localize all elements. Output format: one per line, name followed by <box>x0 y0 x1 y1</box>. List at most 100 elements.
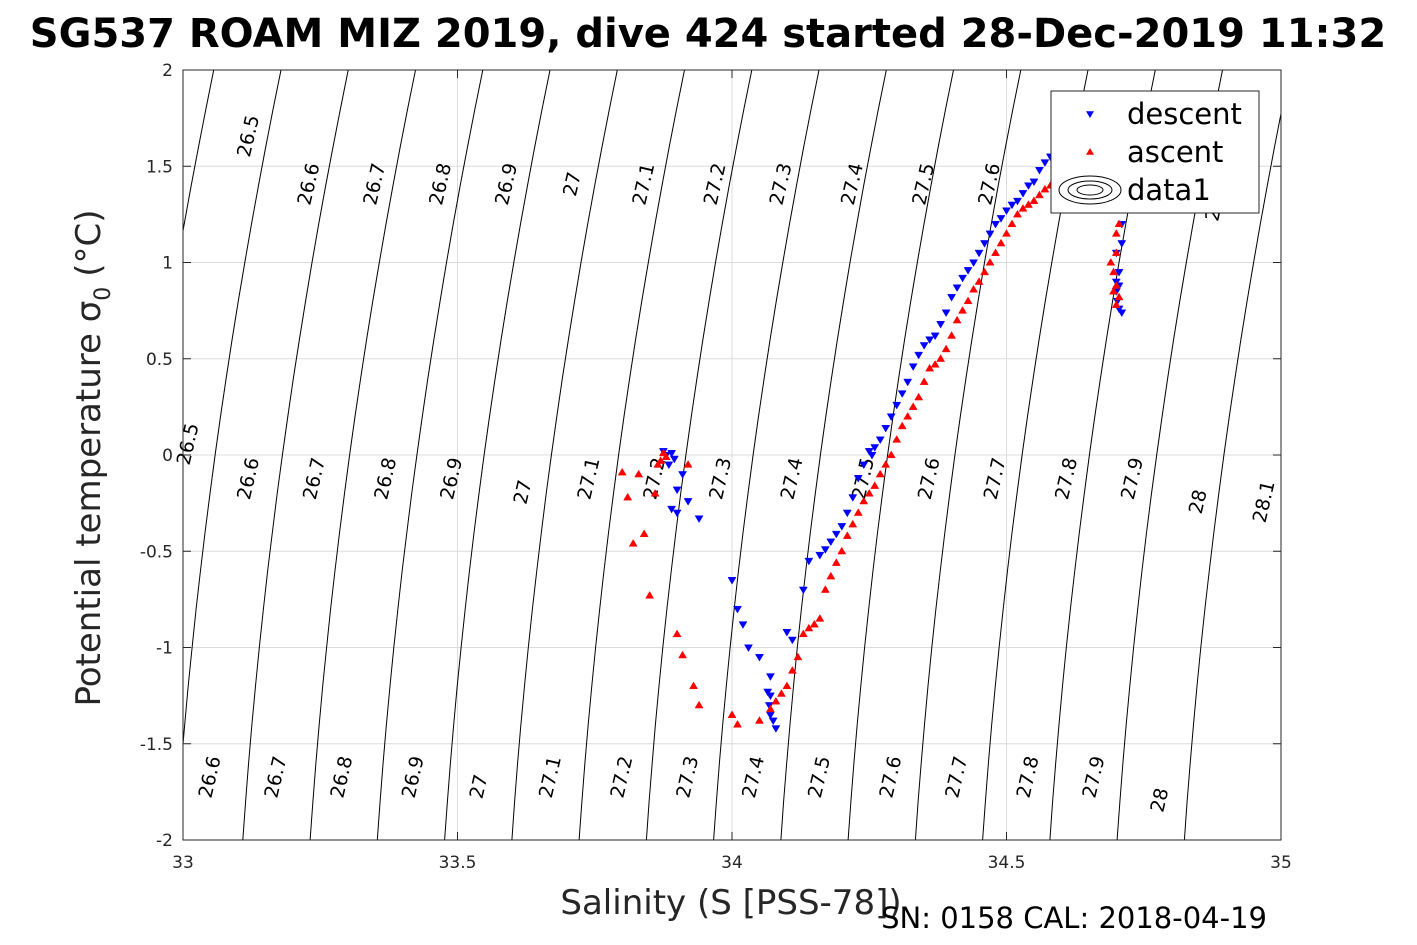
ascent-point <box>930 360 940 368</box>
y-tick-label: 0.5 <box>146 350 173 370</box>
ascent-point <box>1111 300 1121 308</box>
ascent-point <box>639 529 649 537</box>
ascent-point <box>1106 258 1116 266</box>
ascent-point <box>765 704 775 713</box>
descent-point <box>804 557 814 566</box>
ascent-point <box>689 681 699 690</box>
ascent-point <box>1111 248 1121 256</box>
ascent-point <box>870 481 880 489</box>
descent-point <box>787 636 797 645</box>
ascent-point <box>683 460 693 468</box>
ascent-point <box>617 467 627 476</box>
y-tick-label: 0 <box>162 446 173 466</box>
ascent-point <box>974 277 984 285</box>
descent-point <box>831 530 841 539</box>
descent-point <box>936 321 946 329</box>
y-axis-label: Potential temperature σ0 (°C) <box>69 209 116 706</box>
isopycnal-line <box>713 70 820 840</box>
descent-point <box>914 351 924 360</box>
ascent-point <box>1111 281 1121 289</box>
descent-point <box>826 538 836 547</box>
ascent-point <box>831 558 841 566</box>
legend-marker-contour <box>1058 175 1122 205</box>
descent-point <box>963 267 973 275</box>
descent-point <box>683 498 693 506</box>
y-tick-label: -1.5 <box>140 735 173 755</box>
ascent-point <box>776 689 786 697</box>
ascent-point <box>1002 229 1011 237</box>
descent-point <box>664 461 674 470</box>
ascent-point <box>848 519 858 528</box>
ascent-point <box>936 354 946 362</box>
isopycnal-line <box>847 70 954 840</box>
ascent-point <box>634 469 644 478</box>
descent-point <box>694 515 704 524</box>
y-tick-label: -1 <box>156 639 173 659</box>
descent-point <box>985 230 995 239</box>
ascent-point <box>892 435 902 443</box>
descent-point <box>820 546 830 554</box>
ascent-point <box>875 469 885 478</box>
descent-point <box>848 494 858 502</box>
ascent-point <box>1024 200 1033 208</box>
ascent-point <box>793 652 803 661</box>
ascent-series <box>617 157 1124 728</box>
isopycnal-line <box>578 70 685 840</box>
descent-point <box>908 363 918 371</box>
svg-text:Potential temperature σ0(°C): Potential temperature σ0 (°C) <box>69 209 116 706</box>
ascent-point <box>1109 286 1118 295</box>
isopycnal-line <box>914 70 1022 840</box>
descent-point <box>678 471 688 479</box>
ascent-point <box>1114 292 1124 301</box>
isopycnal-label: 27 <box>510 478 537 507</box>
legend-marker-descent <box>1086 111 1094 118</box>
ascent-point <box>628 539 638 547</box>
ascent-point <box>653 460 663 468</box>
ascent-point <box>782 681 792 690</box>
isopycnal-line <box>242 70 349 840</box>
ascent-point <box>969 284 978 293</box>
ascent-point <box>908 402 918 410</box>
chart-title: SG537 ROAM MIZ 2019, dive 424 started 28… <box>30 11 1386 57</box>
ascent-point <box>1029 196 1039 204</box>
serial-calibration-text: SN: 0158 CAL: 2018-04-19 <box>881 901 1267 935</box>
descent-point <box>1007 201 1017 210</box>
ascent-point <box>1111 229 1121 237</box>
descent-point <box>763 688 773 697</box>
descent-point <box>886 413 896 421</box>
descent-point <box>867 451 877 460</box>
descent-point <box>1117 309 1127 318</box>
descent-point <box>1018 190 1028 198</box>
legend-marker-ascent <box>1086 148 1094 155</box>
ascent-point <box>991 248 1000 256</box>
descent-point <box>744 644 753 652</box>
ascent-point <box>678 650 688 659</box>
ascent-point <box>809 619 819 628</box>
ascent-point <box>623 492 633 501</box>
ascent-point <box>694 700 704 709</box>
descent-point <box>1002 207 1011 216</box>
ascent-point <box>952 315 962 324</box>
descent-point <box>1114 269 1124 277</box>
descent-point <box>875 436 885 445</box>
ascent-point <box>804 623 814 632</box>
ascent-point <box>881 460 891 468</box>
ascent-point <box>733 720 742 728</box>
legend-contour-ring <box>1076 184 1104 196</box>
y-axis-label-main: Potential temperature σ <box>69 301 109 707</box>
descent-point <box>969 259 978 267</box>
ascent-point <box>815 614 825 622</box>
descent-point <box>672 486 682 495</box>
ascent-point <box>755 716 764 724</box>
ascent-point <box>941 344 951 353</box>
y-axis-ticks: -2 -1.5 -1 -0.5 0 0.5 1 1.5 2 <box>140 61 1281 851</box>
descent-point <box>842 509 852 518</box>
descent-point <box>991 220 1000 229</box>
legend-contour-ring <box>1058 175 1122 205</box>
x-axis-label: Salinity (S [PSS-78]) <box>560 883 901 923</box>
descent-point <box>930 332 940 341</box>
ascent-point <box>1114 219 1124 228</box>
ascent-point <box>650 489 660 497</box>
y-axis-label-subscript: 0 <box>91 287 116 301</box>
x-tick-label: 34 <box>721 853 743 873</box>
